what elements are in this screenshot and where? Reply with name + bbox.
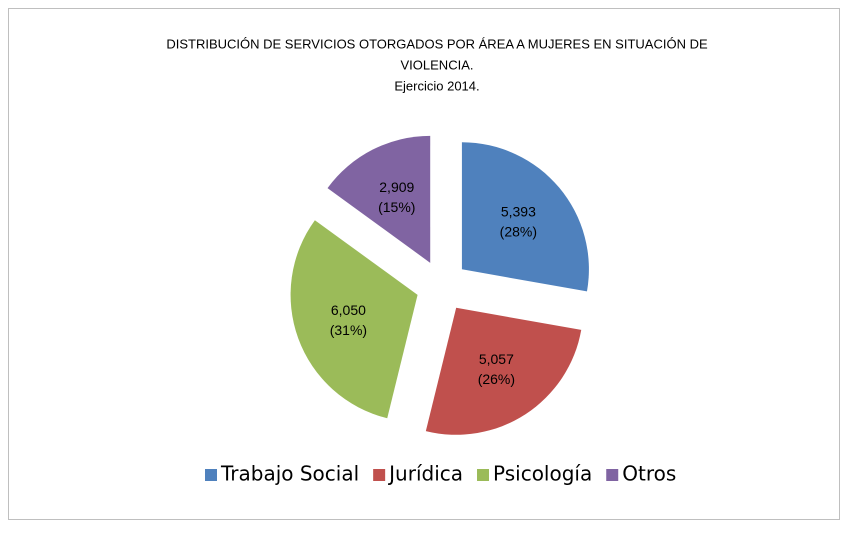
legend-label: Trabajo Social: [220, 462, 359, 486]
pie-slice: [290, 220, 418, 419]
legend-label: Otros: [622, 462, 676, 486]
percent-label: (31%): [330, 322, 367, 338]
legend-swatch: [373, 469, 386, 481]
legend-swatch: [477, 469, 490, 481]
pie-slice: [425, 307, 582, 435]
legend-label: Psicología: [493, 462, 592, 486]
legend-swatch: [205, 469, 217, 481]
data-label: 5,057: [479, 351, 514, 367]
chart-title: DISTRIBUCIÓN DE SERVICIOS OTORGADOS POR …: [166, 36, 708, 51]
legend-swatch: [606, 469, 619, 481]
percent-label: (26%): [478, 371, 515, 387]
pie-slice: [461, 142, 589, 292]
data-label: 5,393: [501, 204, 536, 220]
legend-label: Jurídica: [387, 462, 463, 486]
chart-title: VIOLENCIA.: [401, 57, 474, 72]
percent-label: (15%): [378, 199, 415, 215]
percent-label: (28%): [500, 224, 537, 240]
pie-slice: [327, 135, 431, 263]
data-label: 2,909: [379, 179, 414, 195]
chart-subtitle: Ejercicio 2014.: [394, 78, 479, 93]
chart-frame: [8, 8, 840, 520]
data-label: 6,050: [331, 302, 366, 318]
